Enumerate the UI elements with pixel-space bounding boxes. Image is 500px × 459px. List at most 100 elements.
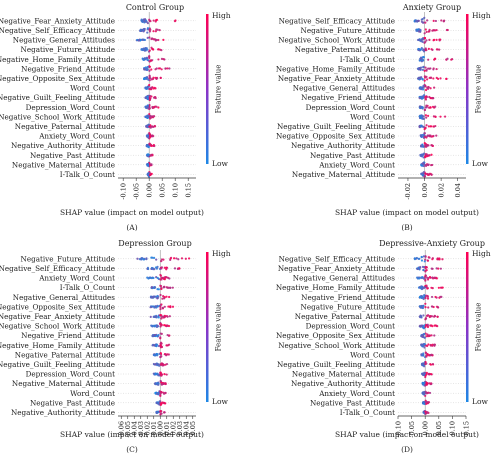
shap-point xyxy=(157,48,160,51)
feature-label: Negative_Past_Attitude xyxy=(310,398,395,407)
x-tick-label: -0.03 xyxy=(137,421,145,438)
shap-point xyxy=(149,94,152,98)
shap-point xyxy=(426,143,429,147)
feature-dots xyxy=(421,399,431,406)
shap-point xyxy=(427,401,430,404)
shap-point xyxy=(159,336,162,339)
shap-point xyxy=(436,257,439,260)
shap-point xyxy=(421,18,424,21)
shap-point xyxy=(426,344,429,348)
shap-point xyxy=(162,392,166,395)
x-tick-label: 0.15 xyxy=(462,421,470,435)
x-axis-label: SHAP value (impact on model output) xyxy=(335,430,479,439)
shap-point xyxy=(422,56,425,59)
shap-point xyxy=(169,257,172,260)
shap-point xyxy=(415,29,418,32)
feature-dots xyxy=(142,74,162,82)
feature-dots xyxy=(416,274,438,282)
shap-point xyxy=(151,305,155,308)
shap-point xyxy=(150,256,153,259)
shap-point xyxy=(157,58,160,61)
shap-point xyxy=(140,48,143,51)
shap-point xyxy=(162,315,165,318)
colorbar-title: Feature value xyxy=(215,303,223,352)
shap-point xyxy=(421,373,424,376)
shap-point xyxy=(432,19,435,22)
shap-point xyxy=(153,144,156,148)
feature-dots xyxy=(419,152,433,159)
shap-point xyxy=(420,259,424,262)
shap-point xyxy=(422,94,426,97)
shap-point xyxy=(166,67,169,70)
shap-point xyxy=(156,28,159,31)
shap-point xyxy=(161,382,164,386)
feature-dots xyxy=(418,124,437,131)
shap-point xyxy=(424,255,427,258)
feature-label: I-Talk_O_Count xyxy=(60,170,115,179)
colorbar-low-label: Low xyxy=(212,397,228,406)
shap-point xyxy=(429,76,433,79)
shap-point xyxy=(155,38,158,42)
shap-point xyxy=(148,104,151,107)
feature-dots xyxy=(415,265,442,273)
x-tick-label: -0.05 xyxy=(124,421,132,438)
shap-point xyxy=(153,268,156,271)
shap-point xyxy=(421,78,424,81)
shap-point xyxy=(422,48,425,51)
shap-point xyxy=(419,95,423,99)
x-tick-label: -0.10 xyxy=(120,183,128,200)
shap-point xyxy=(430,334,433,337)
feature-label: Negative_Authority_Attitude xyxy=(11,408,115,417)
x-tick-label: -0.06 xyxy=(118,421,126,438)
colorbar-title: Feature value xyxy=(475,65,483,114)
shap-point xyxy=(429,97,433,100)
feature-label: Negative_Future_Attitude xyxy=(301,302,395,311)
shap-point xyxy=(422,96,425,99)
shap-point xyxy=(153,124,156,128)
shap-point xyxy=(435,134,438,137)
shap-point xyxy=(428,391,432,395)
shap-point xyxy=(177,258,180,261)
feature-dots xyxy=(422,410,430,416)
shap-point xyxy=(145,144,149,147)
shap-point xyxy=(162,38,165,41)
shap-point xyxy=(153,325,156,328)
shap-point xyxy=(165,373,168,376)
shap-point xyxy=(163,411,166,414)
shap-point xyxy=(422,21,425,24)
shap-point xyxy=(439,286,442,289)
shap-point xyxy=(146,153,149,156)
feature-label: Negative_Guilt_Feeling_Attitude xyxy=(0,93,115,102)
shap-point xyxy=(424,40,427,43)
shap-point xyxy=(146,114,149,117)
shap-point xyxy=(159,76,162,80)
feature-dots xyxy=(150,284,174,291)
shap-point xyxy=(165,266,168,269)
shap-point xyxy=(169,286,172,289)
shap-point xyxy=(180,257,184,260)
shap-point xyxy=(421,68,425,71)
shap-point xyxy=(152,76,155,79)
shap-point xyxy=(148,18,151,21)
shap-point xyxy=(167,305,170,308)
shap-point xyxy=(157,382,160,385)
panel-title: Depression Group xyxy=(118,239,191,248)
shap-point xyxy=(431,48,434,51)
shap-point xyxy=(441,258,444,261)
colorbar xyxy=(466,252,469,402)
colorbar-low-label: Low xyxy=(472,159,488,168)
shap-point xyxy=(145,124,148,127)
shap-point xyxy=(151,296,154,299)
shap-point xyxy=(425,392,428,395)
shap-point xyxy=(426,276,429,279)
panel-1: Control Group Negative_Fear_Anxiety_Attit… xyxy=(0,3,231,232)
shap-point xyxy=(167,286,170,289)
shap-point xyxy=(422,314,425,317)
shap-point xyxy=(159,379,162,383)
colorbar xyxy=(206,14,209,164)
shap-point xyxy=(421,58,424,61)
panel-caption: (C) xyxy=(126,445,138,454)
shap-point xyxy=(142,47,145,50)
shap-point xyxy=(426,295,429,298)
